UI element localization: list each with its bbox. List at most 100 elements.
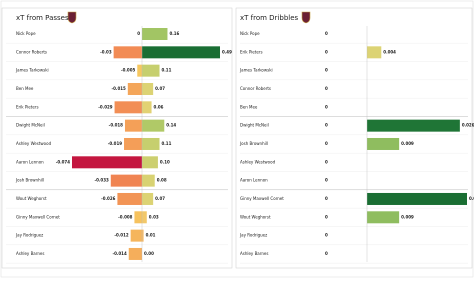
bar: [142, 192, 154, 205]
value-label: 0.11: [162, 141, 172, 146]
player-name: Aaron Lennon: [240, 178, 268, 183]
value-label: -0.018: [109, 123, 124, 128]
bar: [142, 46, 220, 59]
bar: [124, 137, 142, 150]
player-name: Nick Pope: [16, 31, 36, 36]
player-name: Dwight McNeil: [16, 123, 45, 128]
value-label: 0.009: [401, 214, 414, 219]
bar: [142, 211, 147, 224]
value-label: 0: [325, 86, 328, 91]
bar: [127, 82, 142, 95]
player-name: Connor Roberts: [240, 86, 271, 91]
player-name: Aaron Lennon: [16, 159, 44, 164]
value-label: 0: [325, 251, 328, 256]
value-label: 0: [325, 233, 328, 238]
value-label: 0: [325, 31, 328, 36]
player-name: Ashley Barnes: [240, 251, 268, 256]
value-label: 0.07: [155, 86, 165, 91]
bar: [142, 229, 144, 242]
bar: [142, 82, 154, 95]
player-name: Josh Brownhill: [15, 178, 44, 183]
bar: [142, 137, 160, 150]
value-label: -0.029: [98, 104, 113, 109]
value-label: -0.074: [56, 159, 71, 164]
bar: [367, 46, 382, 59]
bar: [367, 211, 400, 224]
value-label: 0: [325, 123, 328, 128]
value-label: 0: [325, 159, 328, 164]
value-label: 0: [325, 141, 328, 146]
value-label: 0.026: [462, 123, 474, 128]
value-label: 0: [137, 31, 140, 36]
bar: [367, 192, 467, 205]
value-label: 0.06: [154, 104, 164, 109]
value-label: 0.00: [144, 251, 154, 256]
value-label: 0.08: [157, 178, 167, 183]
bar: [367, 137, 400, 150]
player-name: Jay Rodriguez: [15, 233, 43, 238]
bar: [124, 119, 142, 132]
value-label: -0.008: [118, 214, 133, 219]
value-label: 0: [325, 104, 328, 109]
player-name: Erik Pieters: [16, 104, 39, 109]
value-label: 0.028: [469, 196, 474, 201]
value-label: -0.019: [108, 141, 123, 146]
chart-title: xT from Dribbles: [240, 14, 299, 22]
player-name: Erik Pieters: [240, 49, 263, 54]
panel: [235, 7, 473, 269]
player-name: Josh Brownhill: [239, 141, 268, 146]
bar: [142, 119, 165, 132]
bar: [113, 46, 142, 59]
value-label: 0.03: [149, 214, 159, 219]
bar: [142, 64, 160, 77]
player-name: Dwight McNeil: [240, 123, 269, 128]
value-label: 0: [325, 178, 328, 183]
player-name: Nick Pope: [240, 31, 260, 36]
value-label: 0: [325, 214, 328, 219]
value-label: 0.14: [166, 123, 176, 128]
value-label: -0.012: [114, 233, 129, 238]
player-name: Ginny Maxwell Cornet: [16, 214, 60, 219]
bar: [130, 229, 142, 242]
player-name: Wout Weghorst: [16, 196, 47, 201]
player-name: James Tarkowski: [239, 68, 273, 73]
bar: [72, 156, 142, 169]
bar: [137, 64, 142, 77]
value-label: -0.03: [100, 49, 112, 54]
value-label: -0.033: [94, 178, 109, 183]
bar: [117, 192, 142, 205]
bar: [134, 211, 142, 224]
player-name: Wout Weghorst: [240, 214, 271, 219]
value-label: -0.005: [121, 68, 136, 73]
player-name: Ben Mee: [16, 86, 34, 91]
chart-title: xT from Passes: [16, 14, 69, 22]
value-label: -0.014: [112, 251, 127, 256]
bar: [110, 174, 142, 187]
bar: [142, 174, 155, 187]
value-label: 0.01: [146, 233, 156, 238]
player-name: Ben Mee: [240, 104, 258, 109]
bar: [142, 156, 158, 169]
value-label: -0.015: [111, 86, 126, 91]
value-label: -0.026: [101, 196, 116, 201]
player-name: Ashley Barnes: [16, 251, 44, 256]
value-label: 0.004: [383, 49, 396, 54]
value-label: 0: [325, 68, 328, 73]
value-label: 0.07: [155, 196, 165, 201]
value-label: 0: [325, 196, 328, 201]
bar: [114, 101, 142, 114]
panel: [1, 7, 233, 269]
bar: [142, 28, 168, 40]
value-label: 0.10: [160, 159, 170, 164]
value-label: 0: [325, 49, 328, 54]
bar: [128, 247, 142, 260]
player-name: Ashley Westwood: [16, 141, 52, 146]
player-name: Ashley Westwood: [240, 159, 276, 164]
value-label: 0.009: [401, 141, 414, 146]
value-label: 0.49: [222, 49, 232, 54]
bar: [142, 101, 152, 114]
value-label: 0.11: [162, 68, 172, 73]
logo: [67, 11, 311, 24]
